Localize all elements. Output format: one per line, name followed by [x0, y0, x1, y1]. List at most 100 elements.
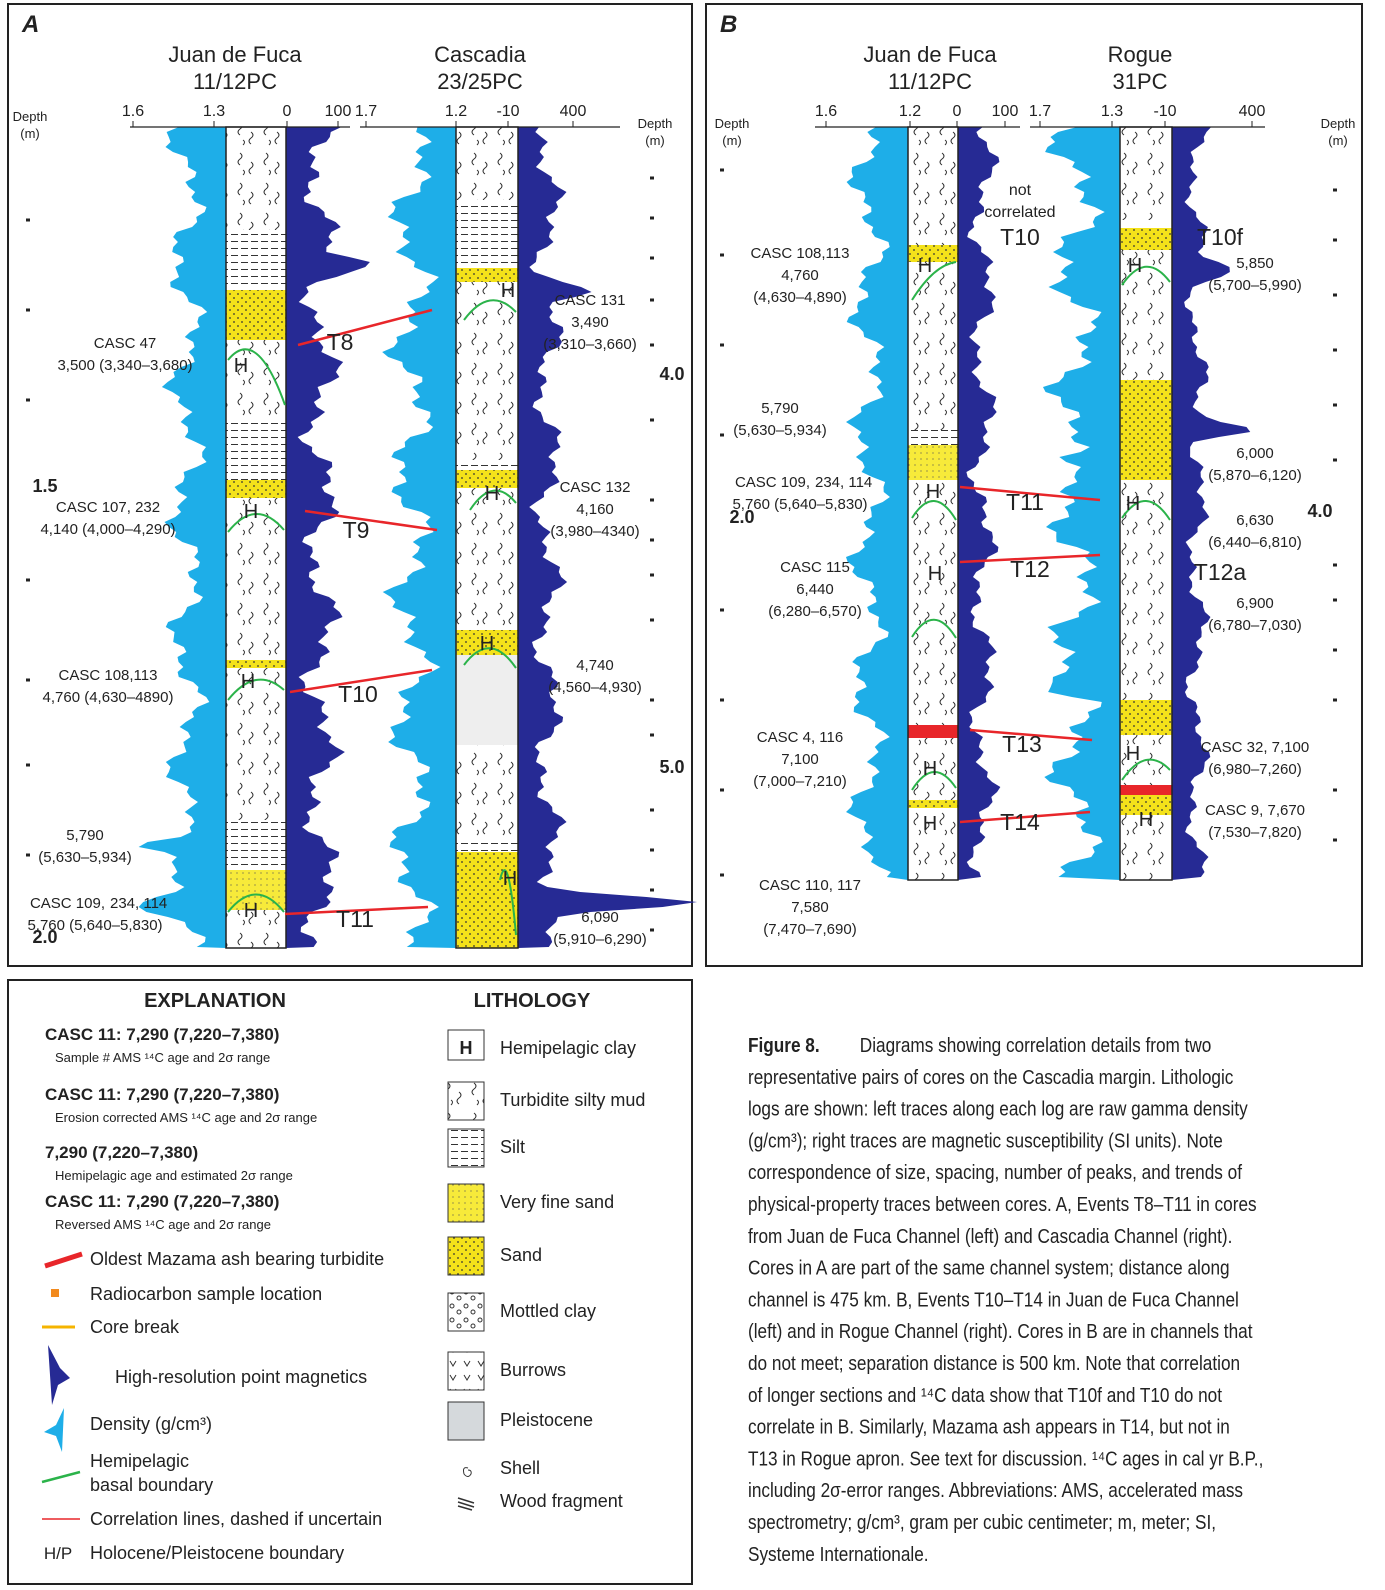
age-label: 4,140 (4,000–4,290)	[40, 521, 175, 538]
age-label: (6,780–7,030)	[1208, 617, 1301, 634]
depth-tick	[1333, 598, 1337, 602]
lithology-item: Hemipelagic clay	[500, 1038, 636, 1058]
caption-line: including 2σ-error ranges. Abbreviations…	[748, 1479, 1243, 1502]
legend-item: Core break	[90, 1317, 180, 1337]
lithology-unit	[456, 745, 518, 840]
caption-line: T13 in Rogue apron. See text for discuss…	[748, 1447, 1263, 1470]
scale-label: 1.7	[1029, 103, 1051, 120]
lithology-unit	[1120, 380, 1172, 480]
lithology-unit	[226, 660, 286, 668]
lithology-unit	[1120, 250, 1172, 380]
scale-label: 0	[283, 103, 292, 120]
depth-tick	[1333, 293, 1337, 297]
depth-tick	[650, 733, 654, 737]
hemipelagic-boundary	[463, 299, 517, 321]
correlation-line	[297, 308, 433, 347]
scale-label: 1.2	[445, 103, 467, 120]
hemipelagic-marker: H	[923, 813, 937, 835]
lithology-unit	[1120, 127, 1172, 220]
lithology-swatch	[447, 1183, 485, 1223]
panel-a-frame	[7, 3, 693, 967]
lithology-unit	[1120, 220, 1172, 228]
scale-label: 100	[325, 103, 352, 120]
depth-tick	[720, 788, 724, 792]
core-name: Juan de Fuca	[863, 42, 997, 67]
lithology-unit	[908, 245, 958, 262]
scale-label: 1.2	[899, 103, 921, 120]
depth-tick	[26, 218, 30, 222]
hemipelagic-marker: H	[923, 758, 937, 780]
density-trace	[1042, 127, 1120, 880]
core-id: 31PC	[1112, 69, 1167, 94]
scale-label: 1.3	[1101, 103, 1123, 120]
age-label: 234, 114	[110, 895, 167, 912]
depth-tick	[1333, 458, 1337, 462]
age-label: CASC 4, 116	[757, 729, 843, 746]
age-label: (6,440–6,810)	[1208, 534, 1301, 551]
lithology-unit	[226, 230, 286, 290]
lithology-unit	[908, 445, 958, 480]
legend-age: CASC 11: 7,290 (7,220–7,380)	[45, 1025, 279, 1044]
lithology-title: LITHOLOGY	[474, 990, 591, 1012]
lithology-unit	[456, 840, 518, 852]
age-label: (6,980–7,260)	[1208, 761, 1301, 778]
lithology-item: Silt	[500, 1137, 525, 1157]
magnetics-trace	[518, 127, 698, 948]
caption-line: representative pairs of cores on the Cas…	[748, 1066, 1233, 1089]
age-label: 5,760 (5,640–5,830)	[732, 496, 867, 513]
depth-tick	[1333, 238, 1337, 242]
event-label: T12a	[1194, 559, 1247, 585]
correlation-line	[969, 728, 1093, 742]
hemipelagic-marker: H	[241, 671, 255, 693]
scale-label: 400	[560, 103, 587, 120]
correlation-line	[304, 509, 438, 532]
caption-line: of longer sections and ¹⁴C data show tha…	[748, 1384, 1223, 1407]
magnetics-trace	[1172, 127, 1251, 880]
correlation-line	[959, 485, 1101, 502]
age-label: (7,000–7,210)	[753, 773, 846, 790]
age-label: CASC 109,	[735, 474, 810, 491]
depth-tick	[650, 216, 654, 220]
depth-tick	[1333, 698, 1337, 702]
depth-label: 2.0	[32, 927, 57, 947]
symbol-density	[44, 1408, 64, 1452]
age-label: CASC 109,	[30, 895, 105, 912]
panel-b-frame	[705, 3, 1363, 967]
legend-item: basal boundary	[90, 1475, 213, 1495]
age-label: 5,790	[761, 400, 799, 417]
age-label: (4,560–4,930)	[548, 679, 641, 696]
lithology-item: Burrows	[500, 1360, 566, 1380]
hemipelagic-boundary	[911, 618, 957, 639]
depth-tick	[1333, 188, 1337, 192]
caption-line: correspondence of size, spacing, number …	[748, 1161, 1243, 1184]
hemipelagic-boundary	[911, 500, 957, 521]
age-label: 6,900	[1236, 595, 1274, 612]
correlation-line	[284, 905, 429, 916]
lithology-unit	[908, 127, 958, 245]
lithology-swatch	[447, 1351, 485, 1391]
magnetics-trace	[286, 127, 370, 948]
depth-tick	[650, 698, 654, 702]
legend-age: CASC 11: 7,290 (7,220–7,380)	[45, 1085, 279, 1104]
age-label: (3,310–3,660)	[543, 336, 636, 353]
explanation-title: EXPLANATION	[144, 990, 286, 1012]
density-trace	[138, 127, 226, 948]
depth-tick	[720, 698, 724, 702]
depth-title: Depth	[638, 116, 673, 131]
caption-line: from Juan de Fuca Channel (left) and Cas…	[748, 1225, 1232, 1248]
depth-tick	[650, 928, 654, 932]
caption-line: physical-property traces between cores. …	[748, 1193, 1257, 1216]
depth-tick	[26, 578, 30, 582]
scale-label: 1.7	[355, 103, 377, 120]
depth-tick	[720, 343, 724, 347]
hemipelagic-boundary	[499, 869, 517, 936]
age-label: 7,580	[791, 899, 829, 916]
depth-tick	[26, 308, 30, 312]
depth-tick	[26, 398, 30, 402]
core-id: 11/12PC	[888, 69, 972, 94]
age-label: CASC 107, 232	[56, 499, 160, 516]
lithology-unit	[226, 498, 286, 660]
correlation-line	[959, 553, 1101, 564]
